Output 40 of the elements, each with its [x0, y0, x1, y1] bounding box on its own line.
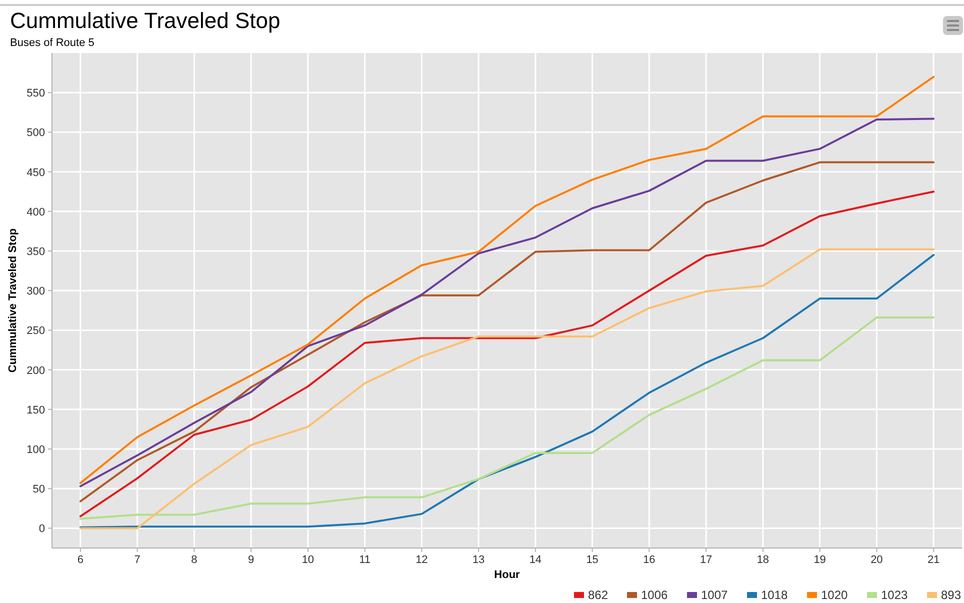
y-tick-label: 350 [26, 246, 45, 258]
line-series [79, 316, 935, 520]
legend-label: 1020 [821, 588, 848, 602]
y-tick-label: 450 [26, 166, 45, 179]
x-tick-label: 18 [756, 554, 770, 566]
x-tick-label: 9 [248, 554, 254, 566]
x-tick-label: 17 [700, 554, 712, 566]
y-tick-label: 300 [26, 286, 45, 298]
legend-label: 1018 [761, 588, 788, 602]
x-tick-label: 13 [472, 554, 485, 566]
x-tick-label: 12 [416, 554, 428, 566]
y-tick-label: 550 [26, 88, 45, 100]
y-tick-label: 250 [26, 325, 45, 338]
y-tick-label: 400 [26, 206, 45, 218]
y-tick-label: 0 [38, 523, 45, 536]
chart-subtitle: Buses of Route 5 [10, 37, 94, 49]
y-tick-label: 50 [32, 484, 45, 496]
legend-label: 1023 [881, 588, 908, 602]
x-tick-label: 16 [643, 554, 656, 566]
x-tick-label: 21 [927, 554, 940, 566]
y-tick-label: 150 [26, 404, 45, 416]
legend-label: 893 [941, 588, 962, 602]
x-tick-label: 20 [870, 554, 883, 566]
x-tick-label: 7 [134, 554, 140, 566]
x-tick-label: 10 [302, 554, 314, 566]
legend-label: 862 [588, 588, 608, 602]
x-axis-title: Hour [494, 569, 521, 581]
x-tick-label: 6 [77, 554, 84, 566]
x-tick-label: 8 [191, 554, 198, 566]
y-tick-label: 500 [26, 127, 45, 140]
chart-title: Cummulative Traveled Stop [10, 8, 280, 33]
y-axis-title: Cummulative Traveled Stop [7, 228, 19, 373]
y-tick-label: 100 [26, 444, 45, 456]
x-tick-label: 11 [359, 554, 371, 566]
legend-label: 1006 [641, 588, 668, 602]
x-tick-label: 14 [529, 554, 542, 566]
x-tick-label: 19 [814, 554, 826, 566]
legend-label: 1007 [701, 588, 728, 602]
y-tick-label: 200 [26, 364, 45, 377]
x-tick-label: 15 [586, 554, 598, 566]
